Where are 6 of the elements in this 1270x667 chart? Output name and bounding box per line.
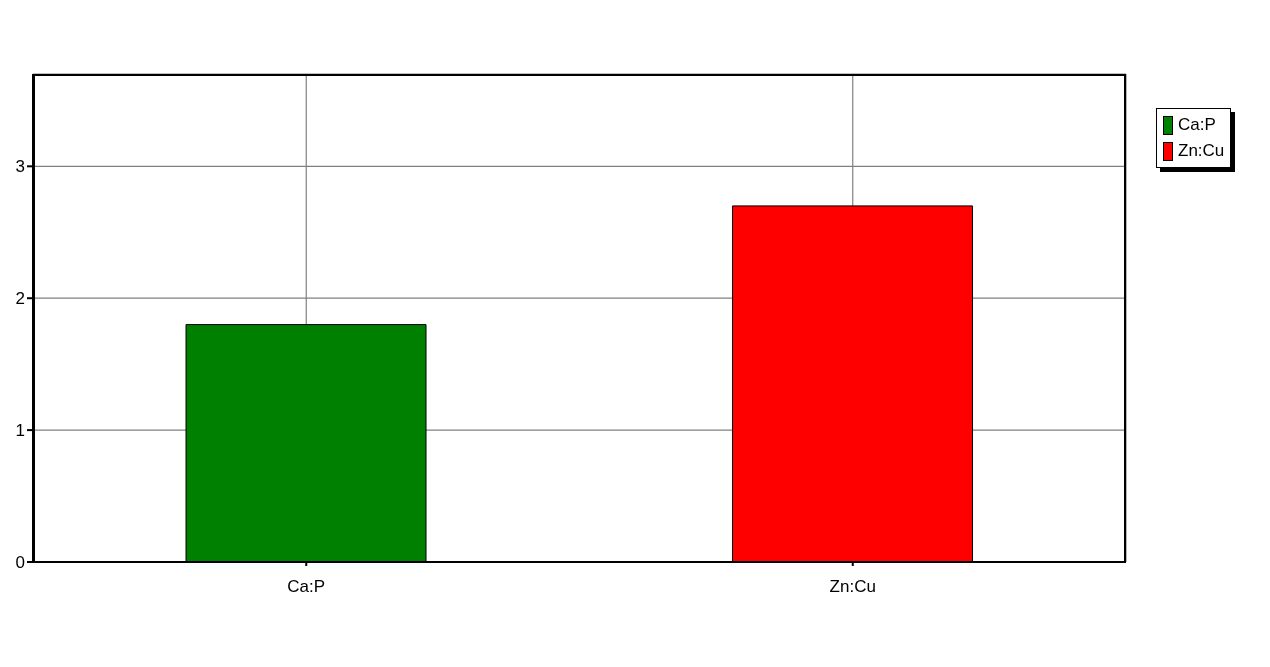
y-tick-label: 1 — [15, 421, 25, 441]
y-tick-label: 0 — [15, 553, 25, 573]
legend-label: Zn:Cu — [1178, 140, 1225, 162]
legend-label: Ca:P — [1178, 114, 1216, 136]
y-tick-label: 3 — [15, 157, 25, 177]
y-tick-label: 2 — [15, 289, 25, 309]
